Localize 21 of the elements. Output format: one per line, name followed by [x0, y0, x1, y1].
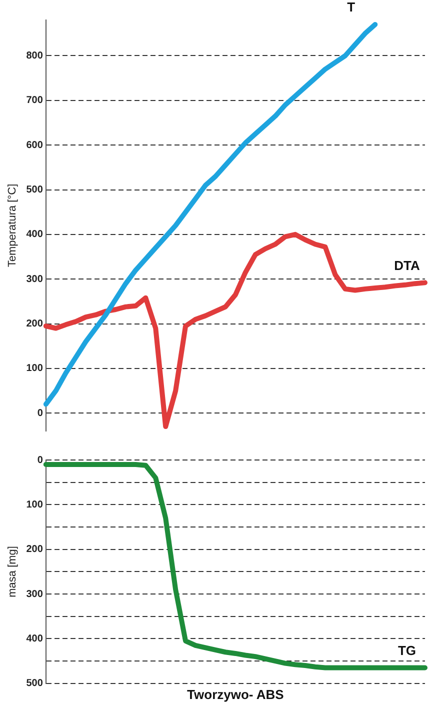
- y-tick-label: 500: [26, 678, 44, 690]
- y-tick-label: 400: [26, 633, 44, 644]
- y-tick-label: 100: [26, 363, 44, 374]
- y-tick-label: 200: [26, 544, 44, 556]
- y-tick-label: 800: [26, 50, 44, 62]
- y-tick-label: 300: [26, 588, 44, 600]
- y-tick-label: 600: [26, 140, 44, 151]
- y-tick-label: 0: [37, 408, 44, 419]
- y-axis-title: Temperatura [°C]: [6, 184, 19, 268]
- series-label: TG: [398, 642, 416, 658]
- x-axis-title: Tworzywo- ABS: [187, 686, 284, 702]
- y-axis-title: masa [mg]: [6, 546, 19, 598]
- y-tick-label: 400: [26, 229, 44, 240]
- y-tick-label: 500: [26, 184, 44, 196]
- series-label: T: [347, 0, 356, 15]
- y-tick-label: 300: [26, 274, 44, 285]
- y-tick-label: 100: [26, 499, 44, 510]
- y-tick-label: 700: [26, 95, 44, 106]
- series-label: DTA: [394, 258, 420, 273]
- y-tick-label: 0: [37, 454, 44, 466]
- y-tick-label: 200: [26, 318, 44, 330]
